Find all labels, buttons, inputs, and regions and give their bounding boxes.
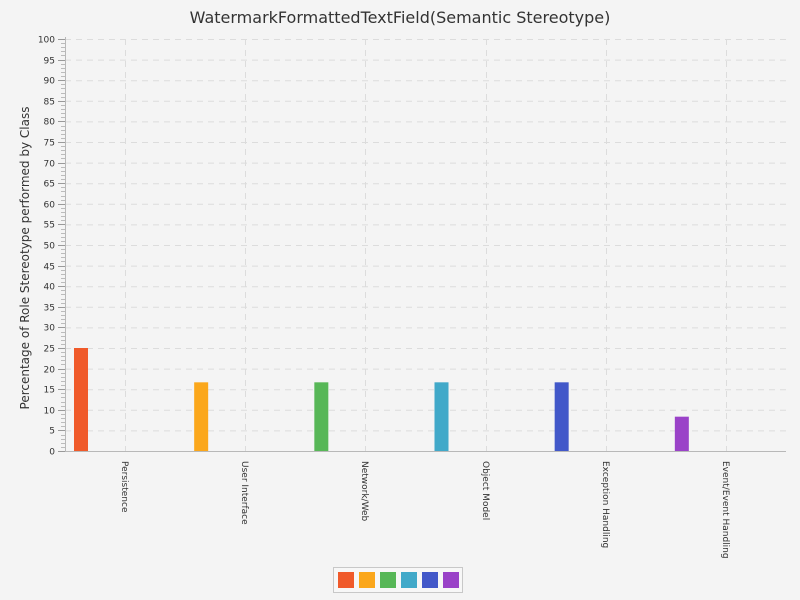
legend-swatch bbox=[442, 572, 459, 588]
y-tick-label: 65 bbox=[44, 180, 55, 190]
y-tick-label: 80 bbox=[44, 118, 56, 128]
legend-swatch bbox=[400, 572, 417, 588]
y-tick-label: 40 bbox=[44, 283, 56, 293]
x-categories: Persistence User Interface Network/Web Obje… bbox=[119, 461, 730, 559]
bar bbox=[314, 382, 329, 451]
x-category-label: Exception Handling bbox=[600, 461, 610, 548]
y-tick-label: 100 bbox=[38, 36, 55, 46]
bar bbox=[74, 348, 88, 451]
x-category-label: Persistence bbox=[119, 461, 129, 513]
legend-swatch bbox=[358, 572, 375, 588]
y-tick-label: 60 bbox=[44, 201, 56, 211]
y-tick-label: 0 bbox=[49, 448, 55, 458]
grid bbox=[65, 39, 786, 451]
y-ticks: 0 5 10 15 20 25 30 35 40 45 50 55 60 65 70 75 80 85 90 95 10… bbox=[38, 36, 65, 458]
y-tick-label: 5 bbox=[49, 427, 55, 437]
y-axis-label: Percentage of Role Stereotype performed … bbox=[18, 107, 32, 410]
legend bbox=[333, 567, 463, 593]
x-category-label: Network/Web bbox=[359, 461, 369, 522]
legend-swatch bbox=[421, 572, 438, 588]
legend-swatch bbox=[337, 572, 354, 588]
y-tick-label: 20 bbox=[44, 366, 56, 376]
bar bbox=[674, 416, 689, 451]
y-tick-label: 95 bbox=[44, 57, 55, 67]
y-tick-label: 30 bbox=[44, 324, 56, 334]
y-tick-label: 25 bbox=[44, 345, 55, 355]
bar bbox=[434, 382, 449, 451]
x-category-label: Event/Event Handling bbox=[720, 461, 730, 559]
y-tick-label: 10 bbox=[44, 407, 56, 417]
bars bbox=[74, 348, 689, 451]
axes bbox=[65, 37, 786, 452]
legend-swatch bbox=[379, 572, 396, 588]
x-category-label: Object Model bbox=[480, 461, 490, 520]
y-tick-label: 90 bbox=[44, 77, 56, 87]
y-tick-label: 55 bbox=[44, 221, 55, 231]
y-tick-label: 50 bbox=[44, 242, 56, 252]
y-tick-label: 75 bbox=[44, 139, 55, 149]
x-category-label: User Interface bbox=[239, 461, 249, 525]
bar bbox=[194, 382, 209, 451]
y-tick-label: 45 bbox=[44, 263, 55, 273]
chart-title: WatermarkFormattedTextField(Semantic Ste… bbox=[190, 8, 611, 27]
y-tick-label: 35 bbox=[44, 304, 55, 314]
y-tick-label: 85 bbox=[44, 98, 55, 108]
y-tick-label: 70 bbox=[44, 160, 56, 170]
y-tick-label: 15 bbox=[44, 386, 55, 396]
bar bbox=[554, 382, 569, 451]
